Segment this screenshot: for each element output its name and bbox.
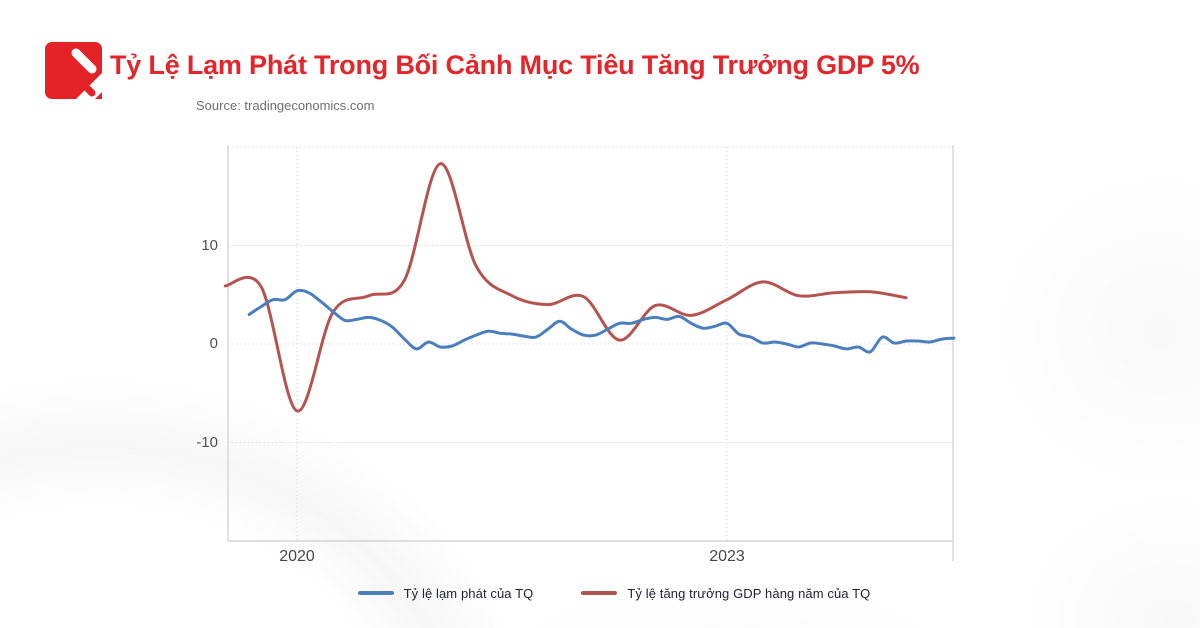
legend-item-gdp-growth[interactable]: Tỷ lệ tăng trưởng GDP hàng năm của TQ xyxy=(581,586,870,601)
x-axis-label: 2023 xyxy=(709,548,745,565)
x-axis-label: 2020 xyxy=(279,548,315,565)
chart-legend: Tỷ lệ lạm phát của TQ Tỷ lệ tăng trưởng … xyxy=(204,580,1024,606)
line-chart-svg xyxy=(223,145,956,561)
line-chart: 10 0 -10 2020 2023 xyxy=(180,130,1000,570)
y-axis-label: 0 xyxy=(209,335,218,352)
gdp-growth-line xyxy=(223,162,908,413)
legend-label-gdp-growth: Tỷ lệ tăng trưởng GDP hàng năm của TQ xyxy=(627,585,871,601)
inflation-line xyxy=(247,288,956,354)
y-axis-label: 10 xyxy=(201,237,218,254)
gdp-growth-line-swatch xyxy=(581,591,618,595)
source-note: Source: tradingeconomics.com xyxy=(196,98,375,113)
legend-item-inflation[interactable]: Tỷ lệ lạm phát của TQ xyxy=(357,585,534,601)
brand-arrow-icon xyxy=(45,42,102,99)
brand-logo xyxy=(45,42,102,99)
page-title: Tỷ Lệ Lạm Phát Trong Bối Cảnh Mục Tiêu T… xyxy=(110,50,920,80)
y-axis-label: -10 xyxy=(196,434,218,451)
legend-label-inflation: Tỷ lệ lạm phát của TQ xyxy=(403,585,534,601)
inflation-line-swatch xyxy=(357,591,394,595)
